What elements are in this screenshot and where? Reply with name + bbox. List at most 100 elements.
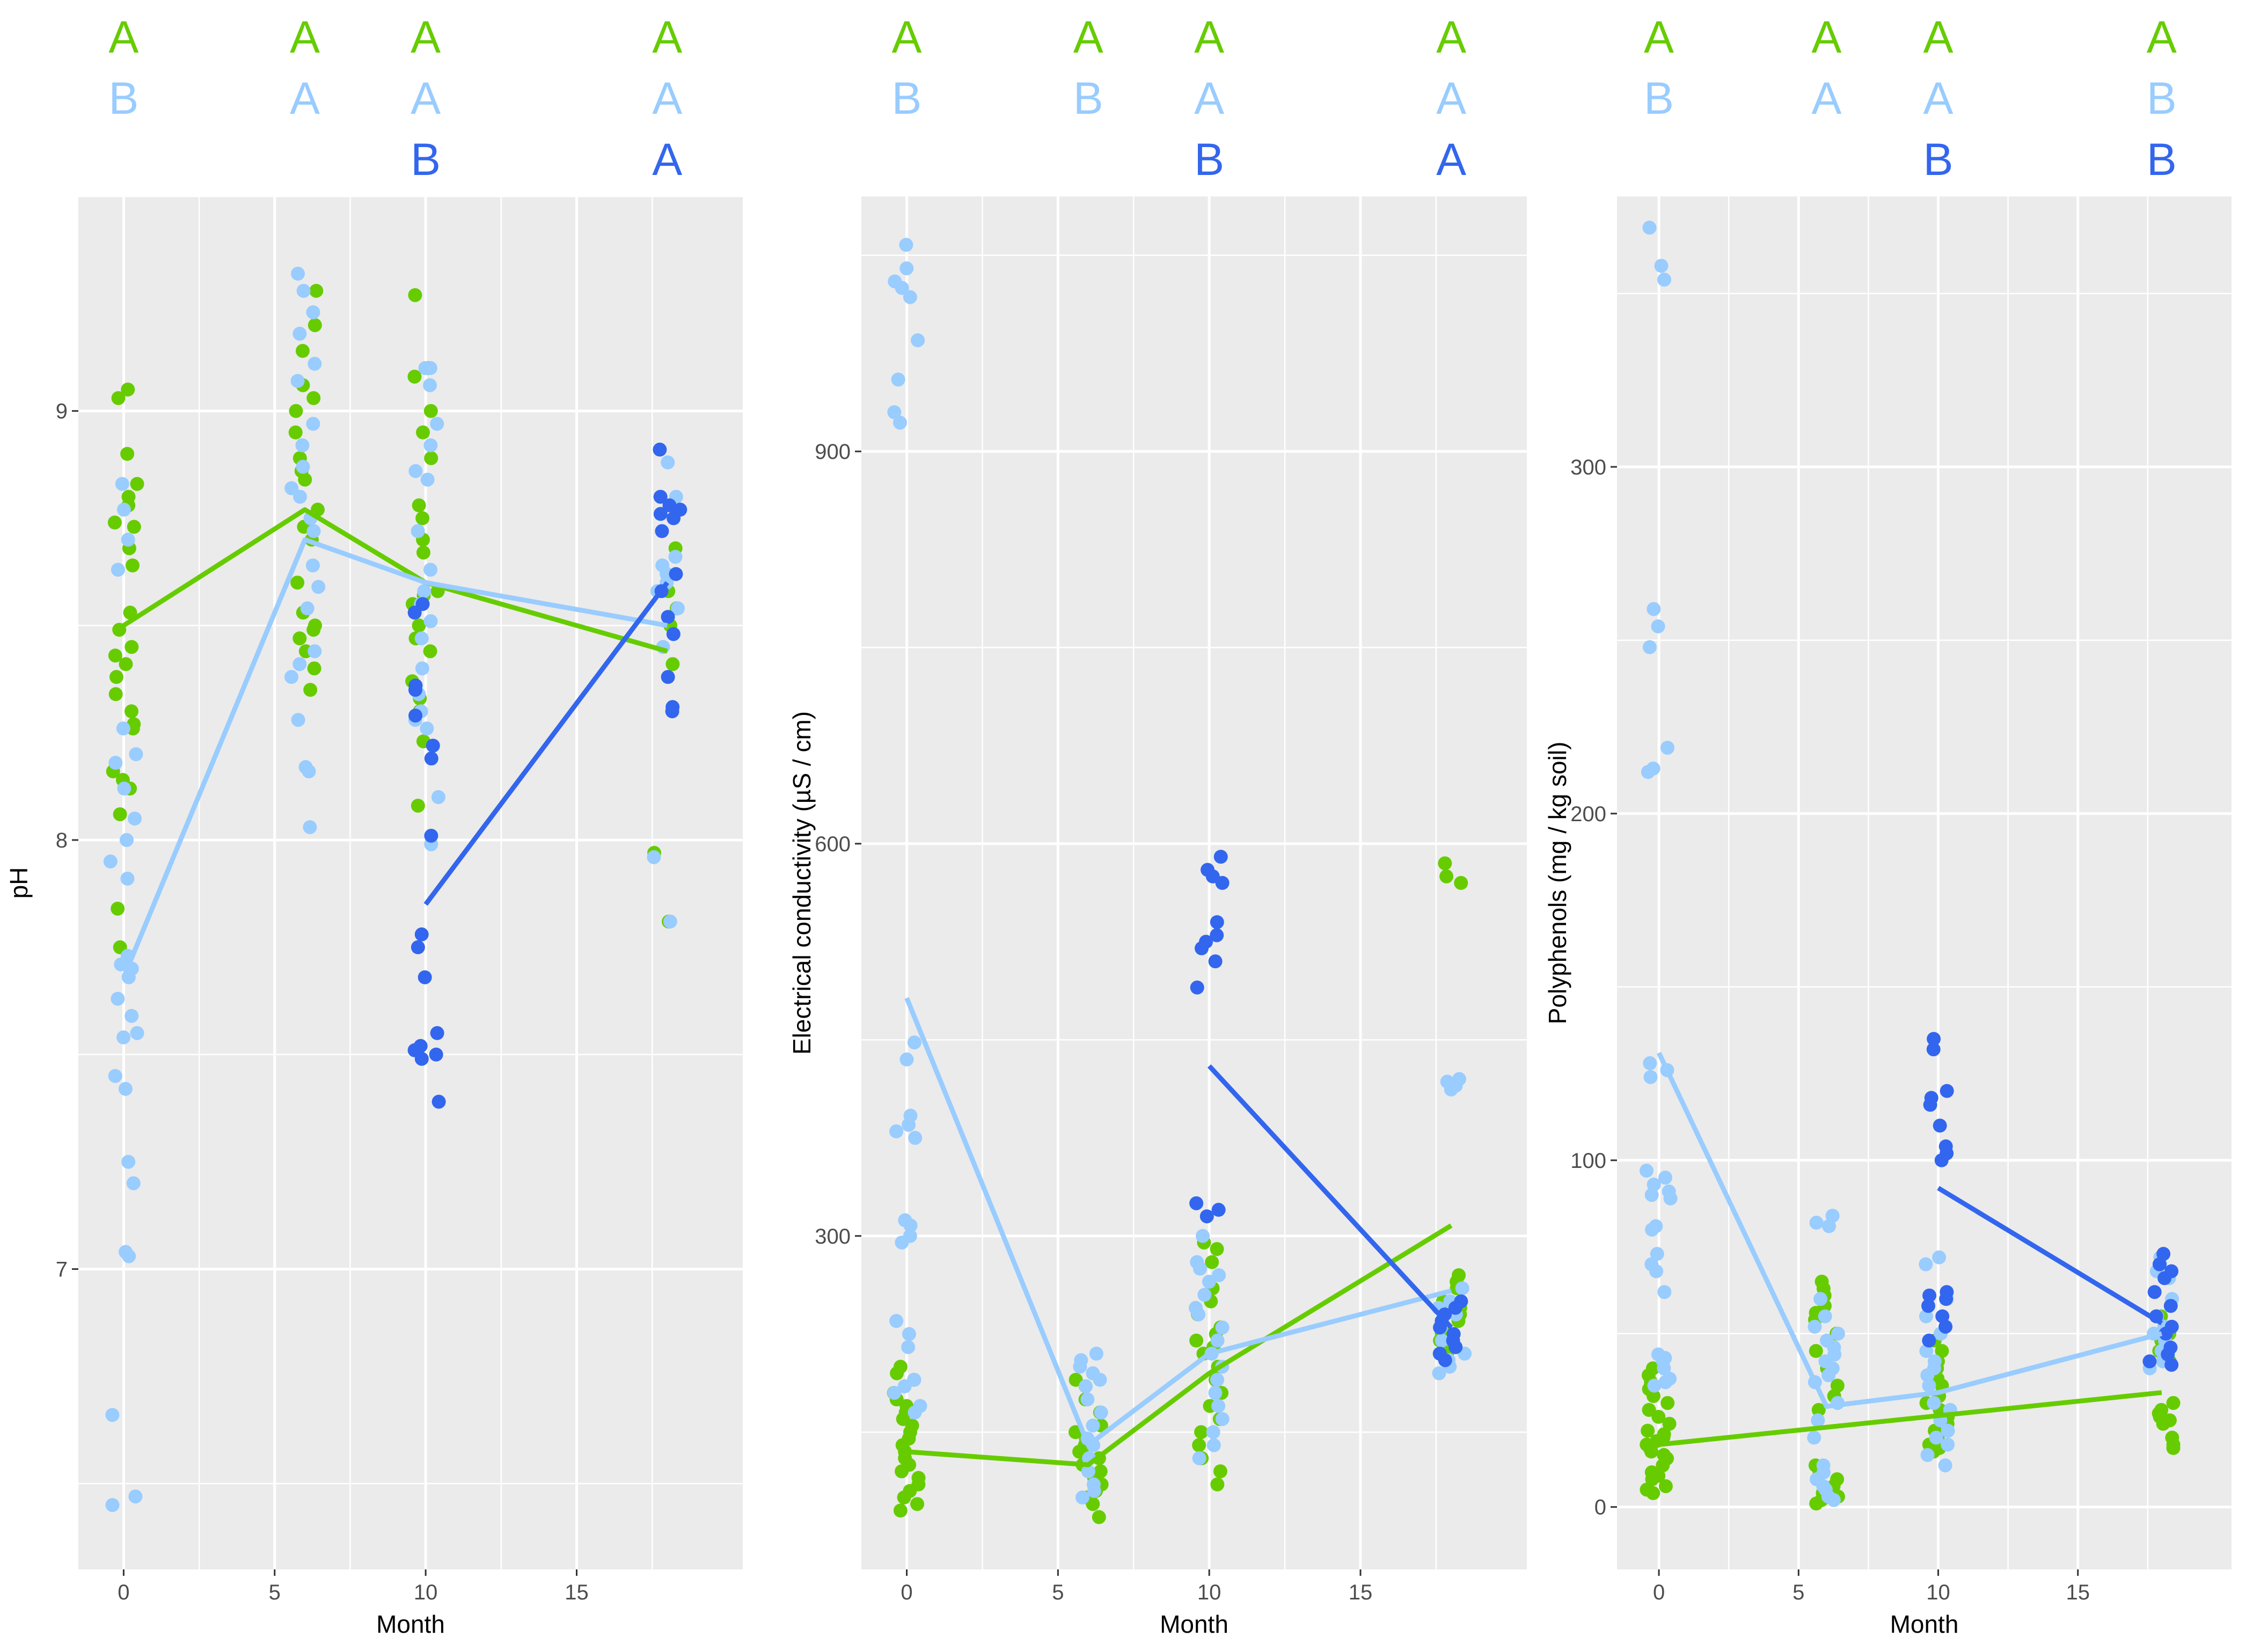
data-point	[1647, 1378, 1662, 1393]
data-point	[1078, 1379, 1093, 1393]
data-point	[666, 627, 681, 641]
data-point	[1940, 1084, 1954, 1098]
data-point	[290, 374, 305, 388]
data-point	[289, 404, 303, 418]
data-point	[1211, 1203, 1226, 1217]
data-point	[1663, 1191, 1678, 1205]
data-point	[1643, 1070, 1658, 1084]
x-tick-label: 15	[2066, 1581, 2090, 1604]
data-point	[424, 751, 438, 766]
data-point	[2152, 1257, 2167, 1272]
data-point	[418, 361, 433, 375]
data-point	[1654, 259, 1669, 273]
significance-letter: A	[411, 12, 441, 62]
data-point	[408, 464, 423, 478]
data-point	[1094, 1405, 1108, 1420]
data-point	[1939, 1292, 1954, 1306]
data-point	[1089, 1347, 1103, 1361]
data-point	[1213, 1464, 1227, 1479]
data-point	[1811, 1402, 1826, 1417]
data-point	[1194, 1425, 1209, 1440]
data-point	[1657, 1361, 1671, 1376]
significance-letter: B	[1073, 73, 1103, 123]
data-point	[1658, 1479, 1673, 1493]
significance-letter: B	[1644, 73, 1674, 123]
data-point	[308, 644, 322, 659]
data-point	[1202, 1275, 1216, 1289]
data-point	[903, 1218, 918, 1233]
trend-line	[1937, 1186, 2163, 1326]
data-point	[1921, 1299, 1936, 1313]
data-point	[1647, 1177, 1661, 1192]
data-point	[1938, 1458, 1952, 1473]
data-point	[1081, 1464, 1095, 1479]
data-point	[1822, 1219, 1837, 1233]
data-point	[1809, 1496, 1824, 1511]
data-point	[125, 640, 139, 654]
data-point	[1645, 1222, 1659, 1237]
data-point	[1922, 1378, 1936, 1393]
significance-letter: A	[1436, 134, 1466, 185]
significance-letter: A	[1811, 73, 1841, 123]
data-point	[1205, 1255, 1219, 1269]
data-point	[121, 1155, 136, 1169]
data-point	[1657, 273, 1672, 287]
data-point	[108, 648, 122, 663]
data-point	[889, 1314, 904, 1328]
data-point	[1190, 980, 1204, 995]
significance-letter: B	[1923, 134, 1954, 185]
data-point	[1644, 1444, 1658, 1459]
data-point	[907, 1035, 921, 1050]
data-point	[1927, 1395, 1941, 1410]
data-point	[108, 687, 123, 702]
data-point	[412, 618, 426, 633]
data-point	[668, 550, 683, 564]
trend-line	[122, 507, 668, 654]
data-point	[1920, 1448, 1935, 1462]
data-point	[1919, 1257, 1933, 1272]
data-point	[1651, 619, 1665, 633]
y-tick-label: 600	[815, 832, 851, 856]
data-point	[1662, 1416, 1677, 1431]
y-axis-title: Polyphenols (mg / kg soil)	[1543, 742, 1571, 1025]
data-point	[293, 489, 308, 504]
data-point	[1438, 856, 1452, 871]
data-point	[1455, 1281, 1469, 1296]
data-point	[303, 683, 318, 697]
data-point	[903, 290, 917, 304]
data-point	[1195, 941, 1209, 955]
data-point	[120, 872, 135, 886]
data-point	[1826, 1493, 1841, 1507]
data-point	[414, 927, 429, 941]
x-axis-title: Month	[1890, 1610, 1959, 1638]
significance-letter: A	[1811, 12, 1841, 62]
data-point	[431, 1094, 446, 1109]
data-point	[407, 605, 422, 620]
data-point	[284, 481, 299, 495]
data-point	[298, 472, 312, 487]
data-point	[426, 739, 440, 753]
data-point	[296, 459, 310, 474]
data-point	[1435, 1333, 1449, 1348]
data-point	[109, 670, 123, 684]
data-point	[415, 661, 429, 676]
data-point	[103, 854, 118, 869]
trend-line	[904, 997, 1452, 1448]
x-tick-label: 15	[1349, 1581, 1373, 1604]
data-point	[407, 369, 422, 384]
data-point	[661, 455, 675, 470]
data-point	[424, 829, 438, 843]
data-point	[1922, 1333, 1936, 1348]
significance-letter: B	[2147, 134, 2177, 185]
x-axis-title: Month	[376, 1610, 445, 1638]
data-point	[116, 502, 131, 517]
data-point	[1439, 869, 1454, 883]
data-point	[661, 670, 675, 684]
data-point	[420, 721, 434, 736]
significance-letter: A	[1644, 12, 1674, 62]
significance-letter: A	[1436, 73, 1466, 123]
data-point	[291, 713, 305, 727]
data-point	[1922, 1288, 1937, 1303]
data-point	[430, 417, 444, 431]
